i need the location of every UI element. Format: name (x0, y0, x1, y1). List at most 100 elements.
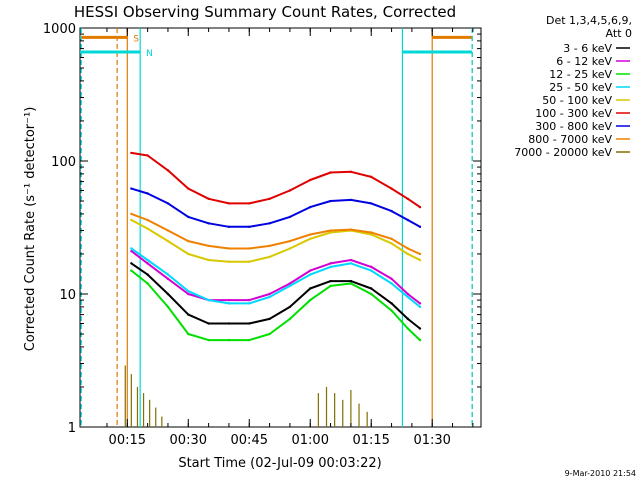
series-point (227, 260, 231, 263)
series-point (418, 327, 422, 330)
x-tick-label: 01:30 (413, 433, 450, 448)
y-axis-label: Corrected Count Rate (s⁻¹ detector⁻¹) (23, 107, 38, 352)
legend-label: 50 - 100 keV (542, 94, 612, 107)
series-point (268, 317, 271, 321)
series-point (329, 265, 332, 269)
series-point (418, 305, 422, 309)
series-point (207, 258, 210, 262)
series-point (166, 292, 170, 296)
series-point (370, 292, 373, 296)
series-point (329, 199, 332, 203)
series-point (329, 284, 332, 288)
series-point (187, 239, 190, 243)
series-point (166, 305, 170, 309)
series-point (187, 187, 190, 190)
series-point (227, 298, 231, 302)
series-point (248, 322, 251, 325)
series-point (309, 205, 312, 209)
series-point (390, 302, 393, 305)
series-point (370, 233, 373, 236)
series-point (130, 212, 133, 216)
series-point (370, 287, 373, 290)
series-point (288, 305, 292, 309)
flag-label: N (146, 49, 153, 59)
series-point (146, 258, 149, 262)
x-tick-label: 00:15 (109, 433, 146, 448)
series-point (349, 258, 353, 262)
series-point (370, 265, 373, 269)
series-line (130, 247, 421, 308)
series-point (349, 170, 353, 173)
series-line (130, 269, 421, 342)
series-point (146, 262, 149, 265)
x-axis-ticks: 00:15 00:30 00:45 01:00 01:15 01:30 (106, 28, 474, 448)
series-point (187, 215, 190, 219)
series-point (370, 269, 373, 272)
series-point (309, 287, 312, 290)
series-point (418, 258, 422, 262)
plot-frame (79, 27, 482, 428)
series-point (349, 279, 353, 283)
x-axis-label: Start Time (02-Jul-09 00:03:22) (178, 456, 381, 471)
series-point (288, 282, 292, 285)
series-point (406, 218, 410, 222)
series-point (329, 231, 332, 234)
series-point (166, 277, 170, 281)
y-tick-label: 1 (68, 421, 76, 436)
series-point (146, 282, 149, 285)
series-line (130, 219, 421, 263)
series-point (288, 189, 292, 192)
series-point (309, 298, 312, 302)
series-point (248, 260, 251, 263)
series-point (166, 239, 170, 243)
series-point (146, 218, 149, 222)
series-point (248, 225, 251, 229)
series-point (227, 247, 231, 250)
legend-label: 800 - 7000 keV (528, 133, 612, 146)
series-point (268, 292, 271, 296)
series-point (406, 327, 410, 330)
series-point (288, 239, 292, 243)
series-point (349, 228, 353, 231)
series-point (187, 313, 190, 316)
x-tick-label: 00:30 (170, 433, 207, 448)
series-point (288, 284, 292, 288)
series-point (130, 269, 133, 272)
y-tick-label: 100 (51, 155, 76, 170)
series-point (418, 252, 422, 256)
series-point (268, 197, 271, 200)
legend-label: 25 - 50 keV (549, 81, 612, 94)
series-point (309, 178, 312, 182)
series-point (207, 244, 210, 248)
series-point (130, 218, 133, 222)
series-layer (124, 151, 422, 427)
series-point (146, 227, 149, 230)
series-point (406, 197, 410, 200)
series-point (349, 198, 353, 202)
series-point (130, 249, 133, 253)
series-point (288, 215, 292, 219)
series-point (418, 338, 422, 342)
legend-label: 12 - 25 keV (549, 68, 612, 81)
series-point (227, 322, 231, 325)
series-point (130, 151, 133, 155)
series-point (227, 338, 231, 342)
series-point (248, 338, 251, 342)
series-point (248, 202, 251, 205)
series-point (268, 222, 271, 225)
series-point (268, 332, 271, 336)
series-point (329, 229, 332, 232)
series-point (146, 154, 149, 157)
series-point (207, 322, 210, 325)
legend-label: 7000 - 20000 keV (514, 146, 612, 159)
series-point (309, 237, 312, 241)
series-point (187, 332, 190, 336)
series-point (187, 252, 190, 256)
legend-label: 3 - 6 keV (563, 42, 612, 55)
series-point (370, 231, 373, 234)
series-point (390, 282, 393, 285)
series-point (248, 298, 251, 302)
series-point (130, 247, 133, 250)
